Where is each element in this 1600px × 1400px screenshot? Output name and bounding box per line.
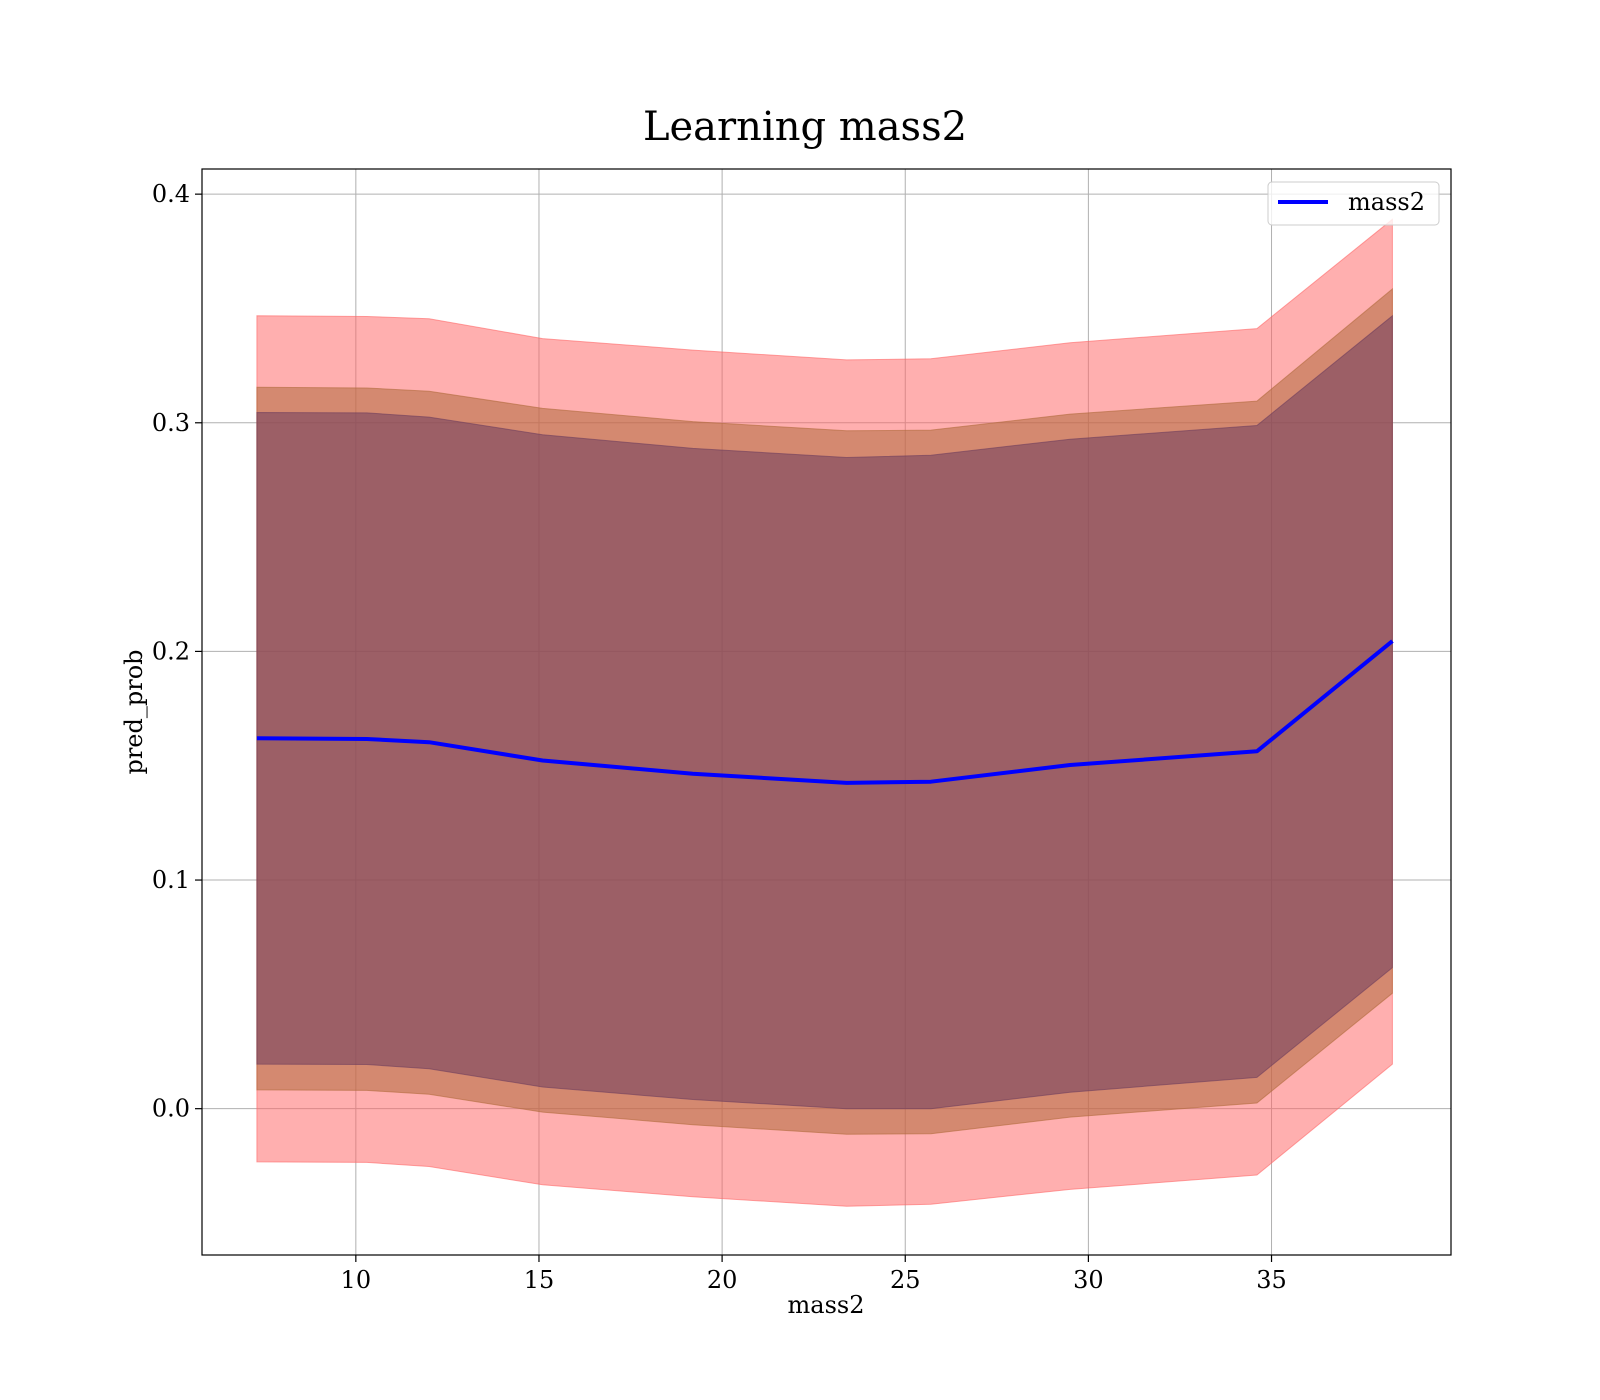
y-axis-ticks: 0.0 0.1 0.2 0.3 0.4 (152, 180, 202, 1123)
x-tick-label: 20 (707, 1266, 738, 1294)
x-tick-label: 35 (1256, 1266, 1287, 1294)
legend-box (1267, 181, 1440, 226)
x-tick-label: 25 (890, 1266, 921, 1294)
chart-title: Learning mass2 (643, 104, 967, 150)
x-tick-label: 10 (341, 1266, 372, 1294)
y-tick-label: 0.1 (152, 866, 190, 894)
plot-frame (201, 168, 1452, 1256)
confidence-band-3 (256, 314, 1393, 1110)
x-tick-label: 15 (524, 1266, 555, 1294)
x-axis-label: mass2 (788, 1291, 865, 1319)
series-line-mass2 (256, 639, 1394, 785)
y-tick-label: 0.2 (152, 637, 190, 665)
series-lines (256, 639, 1394, 785)
confidence-bands (256, 218, 1393, 1207)
x-axis-ticks: 10 15 20 25 30 35 (341, 1255, 1287, 1294)
y-tick-label: 0.3 (152, 409, 190, 437)
plot-area (201, 168, 1452, 1256)
y-axis-label: pred_prob (120, 649, 148, 774)
y-tick-label: 0.0 (152, 1095, 190, 1123)
legend: mass2 (1267, 181, 1440, 226)
legend-label-mass2: mass2 (1348, 188, 1425, 216)
y-tick-label: 0.4 (152, 180, 190, 208)
x-tick-label: 30 (1073, 1266, 1104, 1294)
